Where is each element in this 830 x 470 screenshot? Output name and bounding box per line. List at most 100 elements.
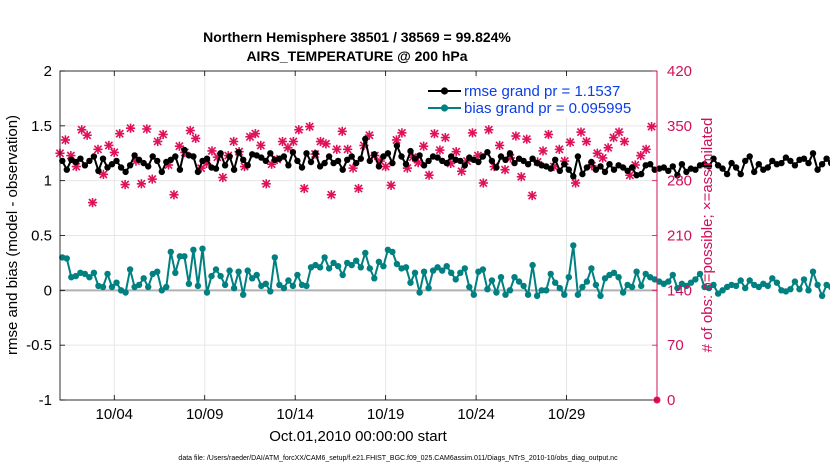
bias-point	[538, 287, 545, 294]
obs-point	[484, 125, 494, 135]
bias-point	[601, 275, 609, 282]
bias-point	[99, 283, 107, 291]
rmse-point	[742, 157, 749, 165]
rmse-point	[791, 162, 799, 169]
y-tick-label-right: 350	[667, 118, 692, 135]
rmse-point	[59, 157, 66, 165]
bias-point	[325, 265, 333, 272]
rmse-point	[579, 170, 586, 178]
bias-point	[434, 264, 441, 271]
rmse-point	[298, 164, 306, 171]
obs-point	[429, 129, 440, 139]
obs-point	[413, 158, 423, 168]
rmse-point	[547, 165, 554, 172]
bias-point	[642, 270, 649, 278]
bias-point	[362, 249, 369, 257]
bias-point	[289, 282, 297, 290]
obs-point	[419, 141, 429, 151]
bias-point	[334, 263, 342, 270]
rmse-point	[86, 157, 93, 165]
bias-point	[145, 283, 152, 291]
rmse-point	[565, 166, 572, 173]
bias-point	[167, 248, 174, 256]
bias-point	[561, 291, 568, 298]
rmse-point	[805, 159, 812, 167]
bias-point	[316, 264, 324, 271]
bias-point	[524, 291, 532, 298]
y-axis-label-left: rmse and bias (model - observation)	[4, 115, 21, 355]
rmse-point	[524, 161, 532, 168]
legend-rmse-marker	[440, 87, 449, 95]
rmse-point	[787, 157, 794, 165]
bias-point	[158, 287, 165, 294]
bias-point	[271, 254, 278, 261]
bias-point	[683, 282, 690, 290]
bias-point	[240, 291, 247, 298]
rmse-point	[221, 162, 229, 169]
rmse-point	[181, 146, 188, 154]
rmse-point	[371, 151, 378, 158]
x-tick-label: 10/14	[276, 406, 314, 423]
bias-point	[615, 274, 622, 281]
rmse-point	[77, 155, 84, 162]
rmse-point	[669, 163, 676, 170]
bias-point	[705, 284, 713, 292]
bias-point	[502, 291, 509, 298]
legend: rmse grand pr = 1.1537 bias grand pr = 0…	[426, 78, 645, 118]
rmse-point	[823, 155, 830, 162]
rmse-point	[389, 159, 396, 167]
bias-point	[185, 280, 193, 287]
obs-point	[435, 145, 445, 155]
bias-point	[253, 271, 260, 279]
bias-point	[638, 282, 645, 290]
bias-point	[244, 267, 251, 274]
rmse-point	[375, 163, 383, 170]
y-tick-label-right: 280	[667, 173, 692, 190]
obs-point	[343, 144, 353, 154]
rmse-point	[145, 163, 152, 170]
bias-point	[407, 279, 414, 286]
rmse-point	[325, 153, 333, 160]
obs-point	[256, 140, 266, 151]
obs-point	[109, 147, 119, 158]
bias-point	[696, 270, 704, 278]
rmse-point	[647, 161, 654, 168]
rmse-point	[81, 162, 89, 169]
chart-title: Northern Hemisphere 38501 / 38569 = 99.8…	[203, 29, 511, 45]
bias-point	[113, 279, 120, 286]
bias-point	[393, 260, 401, 268]
obs-point	[478, 178, 488, 188]
bias-point	[371, 275, 378, 282]
bias-point	[212, 266, 220, 273]
bias-point	[583, 278, 591, 285]
rmse-point	[126, 162, 134, 169]
rmse-point	[172, 153, 179, 160]
obs-point	[500, 165, 510, 175]
obs-point	[321, 139, 331, 149]
y-tick-label-left: 2	[44, 63, 52, 80]
rmse-point	[714, 162, 722, 169]
rmse-point	[226, 153, 233, 160]
bias-point	[108, 283, 116, 291]
obs-point	[87, 198, 98, 208]
rmse-point	[778, 159, 785, 167]
bias-point	[574, 291, 582, 298]
bias-point	[389, 248, 396, 256]
rmse-point	[737, 170, 744, 178]
rmse-point	[827, 160, 830, 167]
rmse-point	[258, 154, 265, 161]
bias-point	[552, 279, 559, 286]
rmse-point	[601, 168, 609, 176]
rmse-point	[484, 149, 491, 156]
bias-point	[814, 281, 821, 289]
y-tick-label-right: 210	[667, 228, 692, 245]
bias-point	[687, 279, 695, 286]
obs-point	[641, 144, 651, 154]
legend-rmse-label: rmse grand pr = 1.1537	[464, 83, 620, 100]
bias-point	[665, 278, 672, 285]
rmse-point	[140, 159, 147, 167]
obs-point	[386, 180, 396, 190]
rmse-point	[194, 168, 202, 176]
rmse-point	[475, 158, 482, 166]
